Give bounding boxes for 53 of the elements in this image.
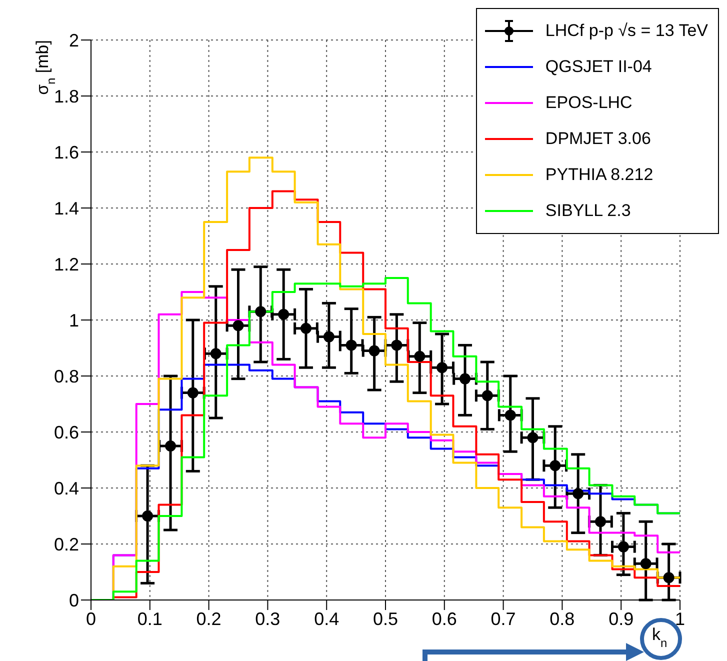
- point: [142, 510, 154, 522]
- x-tick-label: 0: [86, 608, 96, 629]
- x-tick-label: 0.5: [372, 608, 398, 629]
- legend-label: QGSJET II-04: [545, 57, 652, 77]
- y-tick-label: 0.6: [54, 422, 79, 442]
- x-tick-label: 1: [674, 608, 686, 629]
- point: [618, 541, 629, 552]
- legend-label: EPOS-LHC: [545, 93, 632, 113]
- point: [436, 362, 448, 374]
- point: [278, 308, 290, 320]
- point: [346, 340, 357, 351]
- x-tick-label: 0.3: [255, 608, 280, 629]
- x-tick-label: 0.7: [490, 608, 516, 629]
- y-tick-label: 1: [68, 310, 79, 330]
- y-tick-label: 1.6: [54, 142, 79, 162]
- y-tick-label: 0.2: [54, 534, 79, 554]
- y-tick-label: 2: [68, 30, 79, 50]
- point: [187, 387, 198, 398]
- point: [414, 350, 426, 362]
- y-tick-label: 0.8: [54, 366, 79, 386]
- x-axis-title: k$_{n}$: [652, 625, 668, 650]
- x-tick-label: 0.9: [608, 608, 634, 629]
- point: [572, 488, 584, 500]
- y-tick-label: 1.8: [54, 86, 79, 106]
- point: [368, 345, 380, 356]
- y-tick-label: 1.2: [54, 254, 79, 274]
- point: [165, 440, 176, 452]
- legend-label: LHCf p-p √s = 13 TeV: [545, 21, 708, 41]
- point: [391, 340, 402, 351]
- point: [504, 410, 516, 421]
- x-tick-label: 0.6: [432, 608, 457, 629]
- point: [640, 558, 652, 570]
- point: [300, 322, 312, 334]
- legend-label: DPMJET 3.06: [545, 129, 651, 149]
- point: [460, 373, 471, 384]
- legend-label: SIBYLL 2.3: [545, 201, 631, 221]
- point: [594, 516, 606, 528]
- y-tick-label: 1.4: [54, 198, 79, 218]
- point: [550, 460, 561, 472]
- x-tick-label: 0.4: [314, 608, 340, 629]
- point: [482, 390, 493, 402]
- y-tick-label: 0.4: [54, 478, 79, 498]
- point: [210, 348, 222, 360]
- point: [232, 320, 244, 332]
- point: [663, 572, 674, 584]
- x-tick-label: 0.8: [550, 608, 575, 629]
- x-tick-label: 0.2: [196, 608, 222, 629]
- point: [255, 306, 266, 318]
- legend-label: PYTHIA 8.212: [545, 165, 654, 185]
- y-tick-label: 0: [68, 590, 79, 610]
- x-tick-label: 0.1: [137, 608, 162, 629]
- point: [527, 432, 538, 444]
- point: [323, 331, 334, 342]
